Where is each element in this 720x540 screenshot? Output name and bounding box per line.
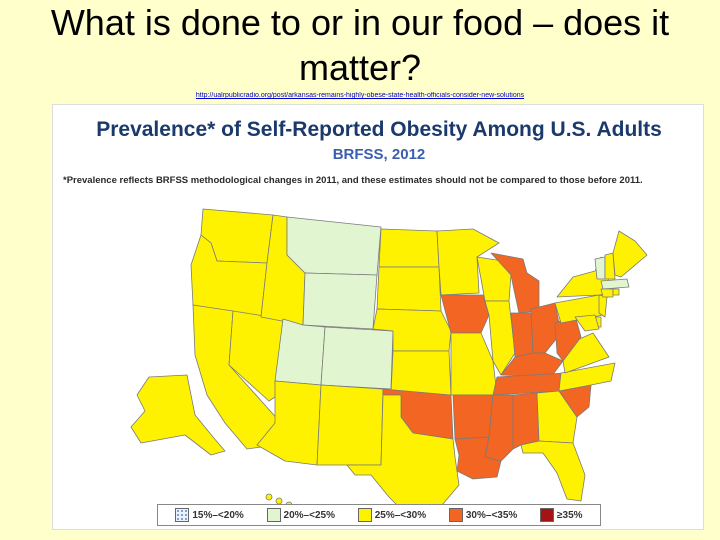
state-CT xyxy=(600,288,614,298)
legend-swatch xyxy=(540,508,555,522)
state-MD xyxy=(574,314,600,332)
state-OH xyxy=(530,302,562,354)
state-NC xyxy=(558,362,616,392)
map-title: Prevalence* of Self-Reported Obesity Amo… xyxy=(96,118,662,141)
legend-label: 25%–<30% xyxy=(374,509,427,521)
obesity-map-figure: Prevalence* of Self-Reported Obesity Amo… xyxy=(52,104,704,530)
state-NJ xyxy=(598,294,608,318)
legend-item: 25%–<30% xyxy=(357,508,427,522)
source-link[interactable]: http://ualrpublicradio.org/post/arkansas… xyxy=(195,92,525,99)
state-AL xyxy=(512,392,540,450)
legend-item: 20%–<25% xyxy=(266,508,335,522)
state-GA xyxy=(536,390,578,444)
state-ND xyxy=(378,228,440,268)
state-FL xyxy=(520,440,586,502)
state-UT xyxy=(274,318,326,386)
state-KS xyxy=(390,350,452,396)
state-MA xyxy=(600,278,630,290)
map-note: *Prevalence reflects BRFSS methodologica… xyxy=(63,175,643,186)
state-CO xyxy=(320,326,394,390)
state-MT xyxy=(286,216,382,276)
legend-swatch xyxy=(448,508,463,522)
legend-label: 30%–<35% xyxy=(465,509,518,521)
state-SD xyxy=(376,266,442,312)
state-NH xyxy=(604,252,616,280)
us-map xyxy=(130,208,648,521)
legend-label: 15%–<20% xyxy=(192,509,244,521)
slide-title: What is done to or in our food – does it… xyxy=(50,2,670,88)
state-ME xyxy=(612,230,648,278)
legend-swatch xyxy=(266,508,281,522)
state-AR xyxy=(452,394,494,440)
state-IA xyxy=(440,294,490,334)
legend-item: 15%–<20% xyxy=(175,508,244,522)
state-VT xyxy=(594,256,606,280)
legend-swatch xyxy=(357,508,372,522)
state-AK xyxy=(130,374,226,456)
legend-label: 20%–<25% xyxy=(283,509,335,521)
state-MO xyxy=(450,332,498,396)
state-NM xyxy=(316,384,384,466)
legend-item: ≥35% xyxy=(540,508,583,522)
map-subtitle: BRFSS, 2012 xyxy=(332,146,426,163)
legend-label: ≥35% xyxy=(557,509,583,521)
state-WY xyxy=(302,272,378,330)
state-RI xyxy=(612,288,620,296)
legend-swatch xyxy=(175,508,190,522)
state-MN xyxy=(436,228,500,296)
state-IN xyxy=(510,312,534,358)
map-legend: 15%–<20% 20%–<25% 25%–<30% 30%–<35% ≥35% xyxy=(157,504,601,526)
legend-item: 30%–<35% xyxy=(448,508,518,522)
